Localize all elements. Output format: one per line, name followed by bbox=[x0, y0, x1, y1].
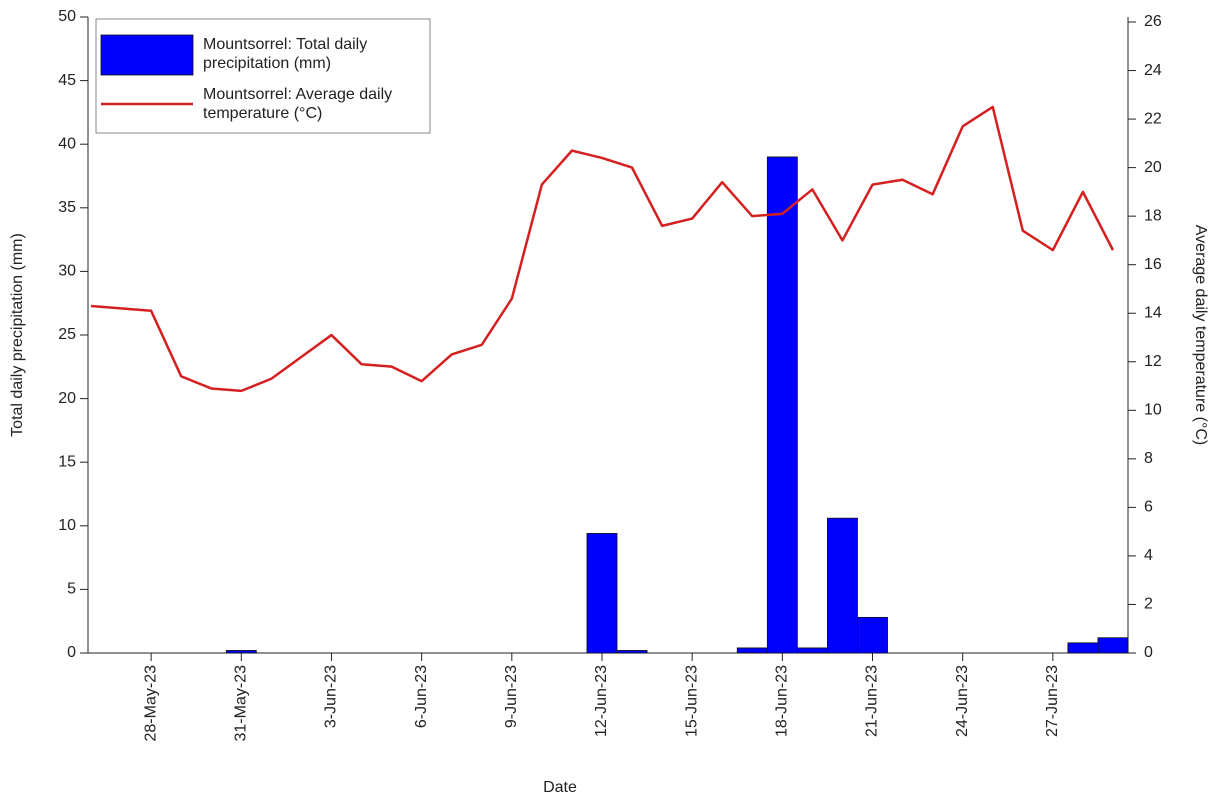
x-tick-label: 24-Jun-23 bbox=[954, 665, 971, 737]
y-tick-label: 15 bbox=[58, 453, 76, 470]
x-tick-label: 3-Jun-23 bbox=[323, 665, 340, 728]
bar bbox=[616, 650, 648, 654]
bar bbox=[586, 533, 618, 654]
bar bbox=[796, 647, 828, 654]
x-tick-label: 15-Jun-23 bbox=[683, 665, 700, 737]
y2-tick-label: 6 bbox=[1144, 499, 1153, 516]
legend-label: Mountsorrel: Average daily temperature (… bbox=[203, 86, 393, 122]
y-tick-label: 35 bbox=[58, 199, 76, 216]
y-tick-label: 45 bbox=[58, 72, 76, 89]
bar bbox=[1067, 642, 1099, 654]
y-tick-label: 30 bbox=[58, 263, 76, 280]
y2-tick-label: 24 bbox=[1144, 62, 1162, 79]
y-tick-label: 0 bbox=[67, 644, 76, 661]
bar bbox=[827, 517, 858, 654]
legend-label: Mountsorrel: Total daily precipitation (… bbox=[203, 36, 368, 72]
y2-tick-label: 4 bbox=[1144, 547, 1153, 564]
bar bbox=[857, 616, 888, 654]
y2-tick-label: 8 bbox=[1144, 450, 1153, 467]
x-tick-label: 28-May-23 bbox=[142, 665, 159, 742]
x-tick-label: 6-Jun-23 bbox=[413, 665, 430, 728]
bar bbox=[736, 647, 768, 654]
y2-tick-label: 2 bbox=[1144, 596, 1153, 613]
y-tick-label: 50 bbox=[58, 8, 76, 25]
y-axis-label: Total daily precipitation (mm) bbox=[9, 233, 26, 437]
y2-tick-label: 20 bbox=[1144, 159, 1162, 176]
x-tick-label: 27-Jun-23 bbox=[1044, 665, 1061, 737]
legend-swatch bbox=[100, 34, 194, 76]
x-tick-label: 9-Jun-23 bbox=[503, 665, 520, 728]
y2-tick-label: 14 bbox=[1144, 304, 1162, 321]
y2-tick-label: 12 bbox=[1144, 353, 1162, 370]
x-tick-label: 31-May-23 bbox=[233, 665, 250, 742]
legend: Mountsorrel: Total daily precipitation (… bbox=[95, 18, 431, 134]
x-tick-label: 18-Jun-23 bbox=[774, 665, 791, 737]
bar bbox=[1097, 637, 1129, 654]
y2-tick-label: 26 bbox=[1144, 13, 1162, 30]
bar bbox=[766, 156, 798, 654]
x-tick-label: 21-Jun-23 bbox=[864, 665, 881, 737]
y-tick-label: 20 bbox=[58, 390, 76, 407]
y2-tick-label: 10 bbox=[1144, 402, 1162, 419]
y-tick-label: 5 bbox=[67, 581, 76, 598]
x-tick-label: 12-Jun-23 bbox=[593, 665, 610, 737]
legend-item: Mountsorrel: Average daily temperature (… bbox=[203, 86, 393, 122]
y-tick-label: 10 bbox=[58, 517, 76, 534]
y2-tick-label: 18 bbox=[1144, 207, 1162, 224]
line bbox=[90, 105, 1115, 393]
x-axis-label: Date bbox=[543, 779, 577, 796]
y-tick-label: 25 bbox=[58, 326, 76, 343]
y2-tick-label: 22 bbox=[1144, 110, 1162, 127]
y2-tick-label: 16 bbox=[1144, 256, 1162, 273]
y2-tick-label: 0 bbox=[1144, 644, 1153, 661]
legend-item: Mountsorrel: Total daily precipitation (… bbox=[203, 36, 368, 72]
y2-axis-label: Average daily temperature (°C) bbox=[1192, 225, 1209, 445]
bar bbox=[225, 650, 257, 654]
y-tick-label: 40 bbox=[58, 135, 76, 152]
